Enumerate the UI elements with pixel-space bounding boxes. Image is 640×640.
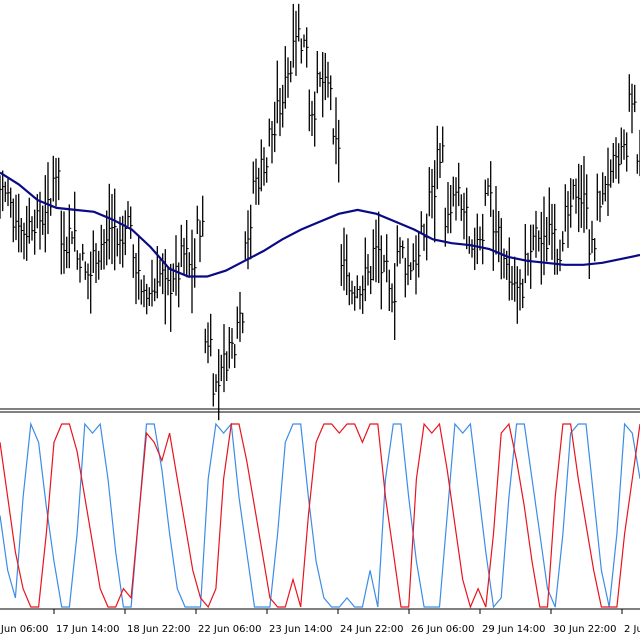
time-axis: 16 Jun 06:00 17 Jun 14:00 18 Jun 22:00 22 J… bbox=[0, 609, 640, 635]
oscillator-panel bbox=[0, 411, 640, 610]
time-axis-label: 17 Jun 14:00 bbox=[56, 624, 120, 635]
time-axis-label: 24 Jun 22:00 bbox=[340, 624, 404, 635]
main-panel bbox=[0, 3, 640, 421]
time-axis-label: 30 Jun 22:00 bbox=[553, 624, 617, 635]
time-axis-label: 22 Jun 06:00 bbox=[198, 624, 262, 635]
moving-average-line bbox=[0, 171, 640, 278]
time-axis-label: 2 Jul 06:00 bbox=[624, 624, 640, 635]
time-axis-label: 16 Jun 06:00 bbox=[0, 624, 49, 635]
time-axis-label: 26 Jun 06:00 bbox=[411, 624, 475, 635]
oscillator-red-line bbox=[0, 422, 640, 609]
time-axis-label: 23 Jun 14:00 bbox=[269, 624, 333, 635]
time-axis-label: 29 Jun 14:00 bbox=[482, 624, 546, 635]
time-axis-label: 18 Jun 22:00 bbox=[127, 624, 191, 635]
oscillator-blue-line bbox=[0, 421, 640, 609]
